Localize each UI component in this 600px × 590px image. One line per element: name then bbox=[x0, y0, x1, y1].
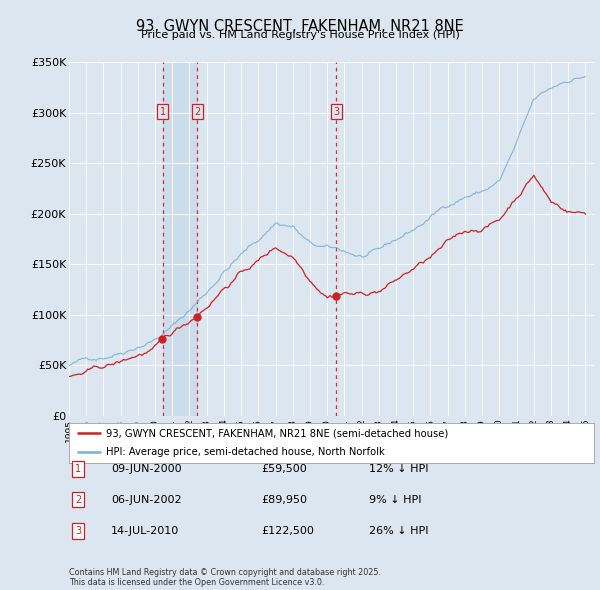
Text: 93, GWYN CRESCENT, FAKENHAM, NR21 8NE: 93, GWYN CRESCENT, FAKENHAM, NR21 8NE bbox=[136, 19, 464, 34]
Text: 12% ↓ HPI: 12% ↓ HPI bbox=[369, 464, 428, 474]
Text: Price paid vs. HM Land Registry's House Price Index (HPI): Price paid vs. HM Land Registry's House … bbox=[140, 30, 460, 40]
Text: £59,500: £59,500 bbox=[261, 464, 307, 474]
Text: £89,950: £89,950 bbox=[261, 495, 307, 504]
Bar bbox=[163, 62, 197, 416]
Text: HPI: Average price, semi-detached house, North Norfolk: HPI: Average price, semi-detached house,… bbox=[106, 447, 385, 457]
Text: Contains HM Land Registry data © Crown copyright and database right 2025.
This d: Contains HM Land Registry data © Crown c… bbox=[69, 568, 381, 587]
Text: 9% ↓ HPI: 9% ↓ HPI bbox=[369, 495, 421, 504]
Text: 09-JUN-2000: 09-JUN-2000 bbox=[111, 464, 182, 474]
Text: £122,500: £122,500 bbox=[261, 526, 314, 536]
Text: 2: 2 bbox=[75, 495, 81, 504]
Text: 26% ↓ HPI: 26% ↓ HPI bbox=[369, 526, 428, 536]
Text: 1: 1 bbox=[75, 464, 81, 474]
Text: 3: 3 bbox=[75, 526, 81, 536]
Text: 14-JUL-2010: 14-JUL-2010 bbox=[111, 526, 179, 536]
Text: 1: 1 bbox=[160, 107, 166, 116]
Text: 2: 2 bbox=[194, 107, 200, 116]
Text: 93, GWYN CRESCENT, FAKENHAM, NR21 8NE (semi-detached house): 93, GWYN CRESCENT, FAKENHAM, NR21 8NE (s… bbox=[106, 428, 448, 438]
Text: 06-JUN-2002: 06-JUN-2002 bbox=[111, 495, 182, 504]
Text: 3: 3 bbox=[334, 107, 340, 116]
